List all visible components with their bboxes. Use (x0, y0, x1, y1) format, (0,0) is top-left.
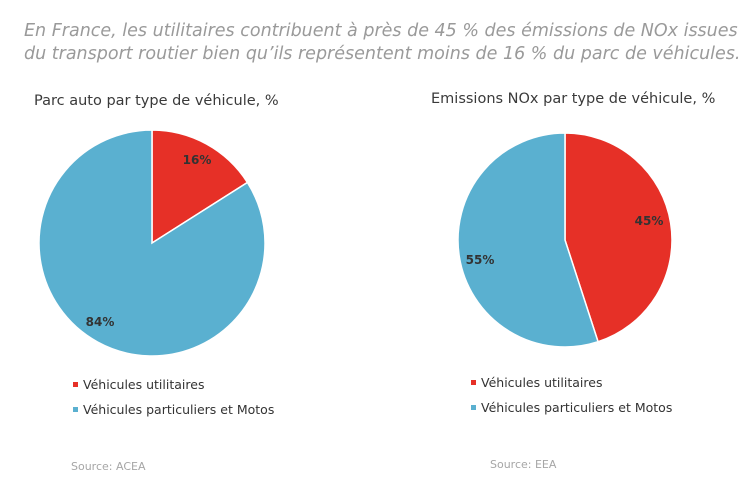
pie-label-particuliers: 84% (86, 315, 115, 329)
legend-swatch-utilitaires (471, 380, 476, 385)
legend-swatch-particuliers (73, 407, 78, 412)
pie-slice-particuliers (38, 129, 266, 357)
chart-title-parc-auto: Parc auto par type de véhicule, % (34, 93, 279, 109)
legend-label-utilitaires: Véhicules utilitaires (481, 375, 603, 390)
legend-label-particuliers: Véhicules particuliers et Motos (83, 402, 275, 417)
pie-slice-utilitaires (564, 132, 673, 343)
legend-swatch-particuliers (471, 405, 476, 410)
legend-label-particuliers: Véhicules particuliers et Motos (481, 400, 673, 415)
pie-label-utilitaires: 45% (635, 214, 664, 228)
pie-label-particuliers: 55% (466, 253, 495, 267)
pie-slice-utilitaires (151, 129, 249, 245)
pie-label-utilitaires: 16% (183, 153, 212, 167)
legend-parc-auto: Véhicules utilitaires Véhicules particul… (73, 376, 274, 426)
pie-chart-parc-auto: 16% 84% (38, 129, 266, 357)
legend-item-particuliers: Véhicules particuliers et Motos (73, 401, 274, 418)
legend-item-particuliers: Véhicules particuliers et Motos (471, 399, 672, 416)
headline: En France, les utilitaires contribuent à… (24, 21, 741, 64)
pie-slice-particuliers (457, 132, 600, 348)
source-acea: Source: ACEA (71, 460, 146, 473)
chart-title-emissions-nox: Emissions NOx par type de véhicule, % (431, 91, 716, 107)
legend-emissions-nox: Véhicules utilitaires Véhicules particul… (471, 374, 672, 424)
source-eea: Source: EEA (490, 458, 557, 471)
legend-item-utilitaires: Véhicules utilitaires (73, 376, 274, 393)
legend-label-utilitaires: Véhicules utilitaires (83, 377, 205, 392)
legend-item-utilitaires: Véhicules utilitaires (471, 374, 672, 391)
pie-chart-emissions-nox: 45% 55% (457, 132, 673, 348)
legend-swatch-utilitaires (73, 382, 78, 387)
